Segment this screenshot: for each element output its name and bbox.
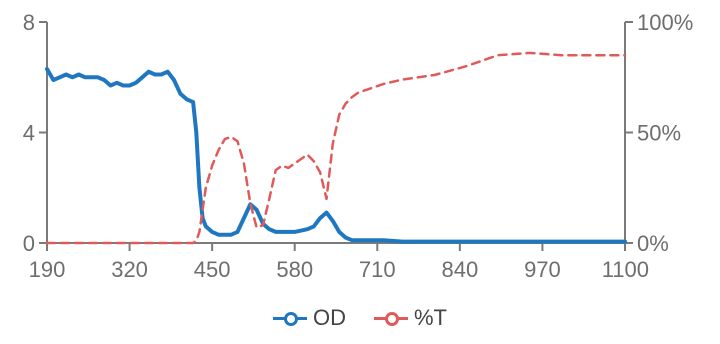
x-tick-label: 840 [441,257,478,282]
x-tick-label: 450 [194,257,231,282]
legend-item-od[interactable]: OD [273,305,346,331]
x-tick-label: 320 [111,257,148,282]
y-left-tick-label: 4 [23,121,35,146]
y-right-tick-label: 50% [637,121,681,146]
x-tick-label: 580 [276,257,313,282]
y-left-tick-label: 0 [23,231,35,256]
legend-item-transmittance[interactable]: %T [374,305,447,331]
legend: OD %T [0,305,720,331]
x-tick-label: 710 [359,257,396,282]
series-od-line [45,67,627,244]
y-right-tick-label: 100% [637,10,693,35]
legend-transmittance-swatch-icon [374,308,408,328]
x-tick-label: 1100 [602,257,649,282]
legend-od-swatch-icon [273,308,307,328]
legend-od-label: OD [313,305,346,330]
series-transmittance-line [45,51,627,245]
y-left-tick-label: 8 [23,10,35,35]
x-tick-label: 190 [29,257,66,282]
x-tick-label: 970 [524,257,561,282]
legend-transmittance-label: %T [414,305,447,330]
y-right-tick-label: 0% [637,231,669,256]
